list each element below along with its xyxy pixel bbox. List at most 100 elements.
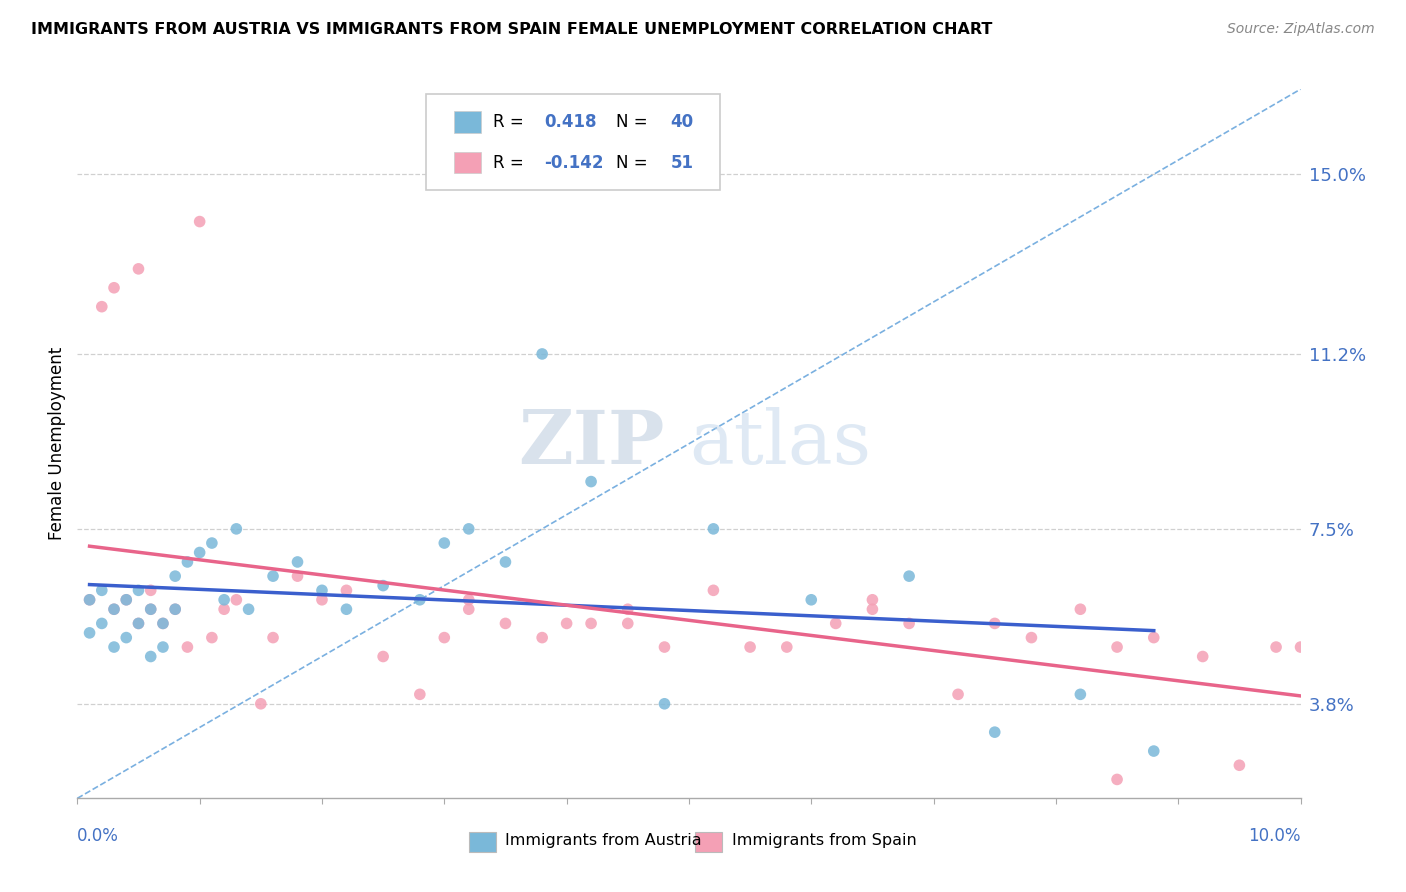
Point — [617, 602, 640, 616]
Point — [103, 281, 125, 295]
Point — [287, 569, 309, 583]
Text: -0.142: -0.142 — [544, 153, 605, 172]
FancyBboxPatch shape — [426, 95, 720, 190]
Point — [103, 602, 125, 616]
Point — [1021, 631, 1043, 645]
Point — [103, 640, 125, 654]
Point — [225, 522, 247, 536]
Point — [702, 522, 724, 536]
Point — [250, 697, 273, 711]
Point — [371, 578, 394, 592]
Point — [79, 592, 101, 607]
Point — [776, 640, 799, 654]
Point — [409, 687, 432, 701]
Point — [176, 640, 198, 654]
Point — [433, 536, 456, 550]
Text: 10.0%: 10.0% — [1249, 827, 1301, 845]
Point — [262, 631, 284, 645]
Point — [457, 522, 479, 536]
Point — [654, 697, 676, 711]
Text: N =: N = — [616, 113, 652, 131]
Text: Source: ZipAtlas.com: Source: ZipAtlas.com — [1227, 22, 1375, 37]
Point — [531, 631, 554, 645]
Text: ZIP: ZIP — [517, 408, 665, 480]
Point — [152, 616, 174, 631]
Point — [862, 592, 884, 607]
Point — [127, 583, 149, 598]
Point — [139, 583, 162, 598]
Point — [457, 602, 479, 616]
Point — [139, 602, 162, 616]
Point — [152, 640, 174, 654]
Point — [127, 616, 149, 631]
Point — [176, 555, 198, 569]
Point — [79, 626, 101, 640]
Point — [654, 640, 676, 654]
Point — [311, 583, 333, 598]
Point — [188, 214, 211, 228]
Point — [165, 602, 187, 616]
Point — [201, 536, 224, 550]
Point — [371, 649, 394, 664]
Text: N =: N = — [616, 153, 652, 172]
Point — [103, 602, 125, 616]
Point — [555, 616, 578, 631]
Point — [152, 616, 174, 631]
Point — [188, 545, 211, 559]
Point — [824, 616, 846, 631]
Point — [495, 555, 517, 569]
Point — [311, 592, 333, 607]
Point — [90, 300, 112, 314]
Point — [457, 592, 479, 607]
Point — [90, 583, 112, 598]
Bar — [468, 831, 496, 852]
Point — [531, 347, 554, 361]
Text: R =: R = — [494, 153, 529, 172]
Point — [579, 475, 602, 489]
Point — [1107, 640, 1129, 654]
Point — [1107, 772, 1129, 787]
Text: Immigrants from Austria: Immigrants from Austria — [506, 833, 702, 848]
Point — [800, 592, 823, 607]
Point — [165, 569, 187, 583]
Point — [1265, 640, 1288, 654]
Point — [165, 602, 187, 616]
Point — [115, 631, 138, 645]
Point — [90, 616, 112, 631]
Point — [409, 592, 432, 607]
Point — [617, 616, 640, 631]
Point — [225, 592, 247, 607]
Point — [898, 569, 921, 583]
Y-axis label: Female Unemployment: Female Unemployment — [48, 347, 66, 541]
Text: atlas: atlas — [689, 408, 872, 480]
Point — [579, 616, 602, 631]
Point — [201, 631, 224, 645]
Point — [946, 687, 969, 701]
Text: Immigrants from Spain: Immigrants from Spain — [731, 833, 917, 848]
Point — [127, 616, 149, 631]
Point — [262, 569, 284, 583]
Point — [1143, 631, 1166, 645]
Bar — [454, 112, 481, 133]
Point — [287, 555, 309, 569]
Point — [139, 602, 162, 616]
Text: IMMIGRANTS FROM AUSTRIA VS IMMIGRANTS FROM SPAIN FEMALE UNEMPLOYMENT CORRELATION: IMMIGRANTS FROM AUSTRIA VS IMMIGRANTS FR… — [31, 22, 993, 37]
Point — [1069, 602, 1091, 616]
Point — [79, 592, 101, 607]
Point — [212, 602, 235, 616]
Point — [1229, 758, 1251, 772]
Text: 40: 40 — [671, 113, 693, 131]
Point — [115, 592, 138, 607]
Bar — [454, 153, 481, 173]
Point — [898, 616, 921, 631]
Text: R =: R = — [494, 113, 529, 131]
Text: 0.0%: 0.0% — [77, 827, 120, 845]
Point — [335, 583, 357, 598]
Point — [702, 583, 724, 598]
Point — [433, 631, 456, 645]
Text: 0.418: 0.418 — [544, 113, 598, 131]
Point — [1143, 744, 1166, 758]
Point — [495, 616, 517, 631]
Point — [1191, 649, 1213, 664]
Point — [1069, 687, 1091, 701]
